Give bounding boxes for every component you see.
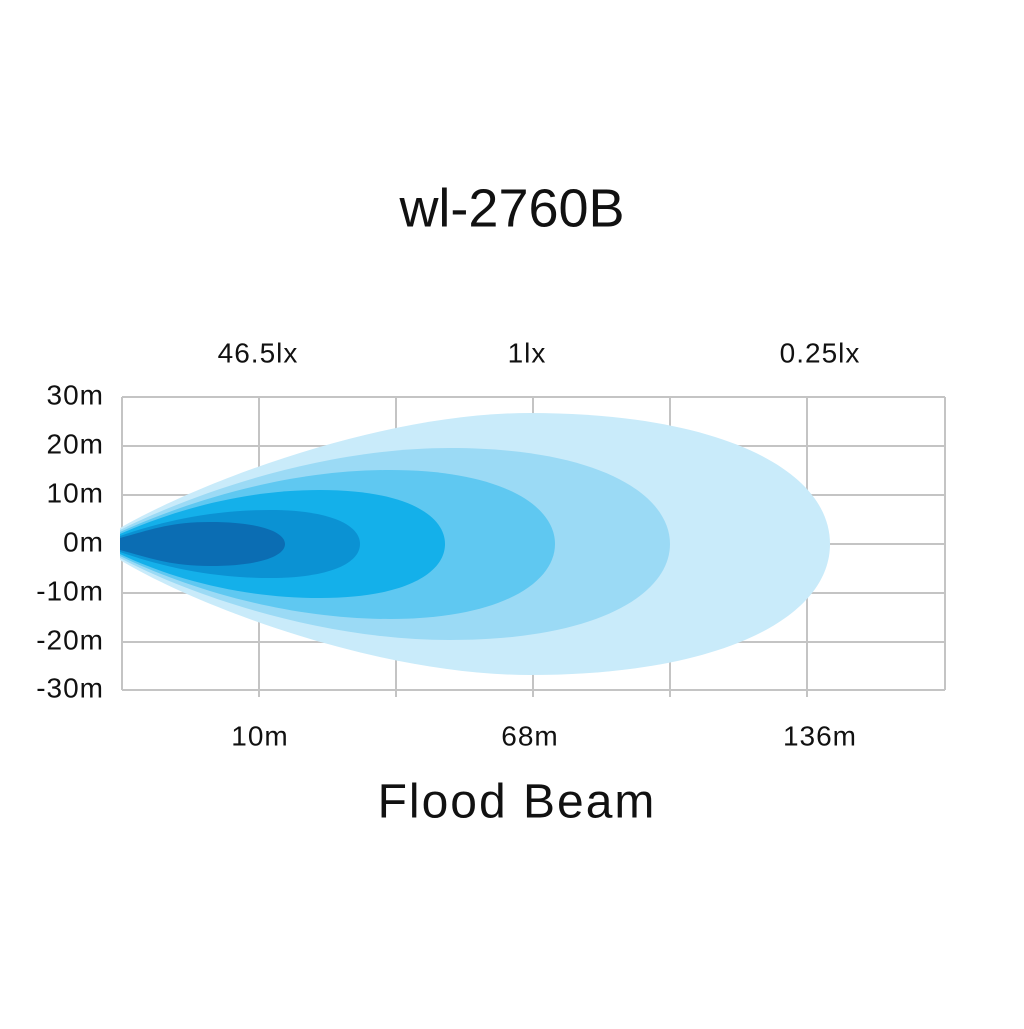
distance-label: 136m: [783, 720, 857, 751]
beam-zone: [120, 522, 285, 566]
illuminance-label: 1lx: [508, 337, 547, 368]
y-label: 30m: [47, 379, 104, 410]
y-label: -20m: [36, 624, 104, 655]
y-label: 10m: [47, 477, 104, 508]
y-label: 20m: [47, 428, 104, 459]
illuminance-label: 0.25lx: [780, 337, 861, 368]
distance-label: 68m: [501, 720, 558, 751]
y-label: 0m: [63, 526, 104, 557]
y-label: -30m: [36, 672, 104, 703]
distance-label: 10m: [231, 720, 288, 751]
title: wl-2760B: [398, 178, 624, 238]
y-label: -10m: [36, 575, 104, 606]
beam: [120, 413, 830, 675]
caption: Flood Beam: [378, 776, 657, 829]
illuminance-label: 46.5lx: [218, 337, 299, 368]
